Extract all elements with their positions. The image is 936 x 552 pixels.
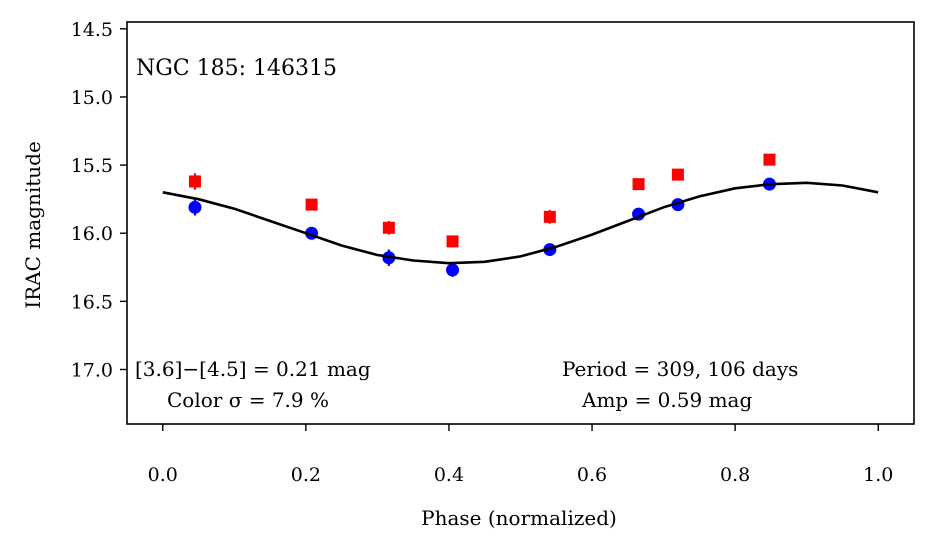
data-point-square bbox=[382, 221, 395, 234]
data-point-square bbox=[305, 198, 318, 211]
axes-frame bbox=[126, 21, 915, 425]
data-point-square bbox=[671, 168, 684, 181]
y-tick-label: 16.5 bbox=[71, 291, 113, 313]
x-axis-label: Phase (normalized) bbox=[421, 506, 617, 530]
amplitude-annotation: Amp = 0.59 mag bbox=[581, 388, 752, 412]
y-tick-label: 17.0 bbox=[71, 359, 113, 381]
y-tick-label: 15.5 bbox=[71, 155, 113, 177]
x-tick-label: 1.0 bbox=[863, 464, 893, 486]
color-annotation: [3.6]−[4.5] = 0.21 mag bbox=[135, 357, 371, 381]
data-point-circle bbox=[446, 263, 460, 277]
color-sigma-annotation: Color σ = 7.9 % bbox=[167, 388, 329, 412]
period-annotation: Period = 309, 106 days bbox=[562, 357, 798, 381]
data-point-square bbox=[543, 210, 556, 223]
data-point-circle bbox=[188, 200, 202, 214]
x-tick-label: 0.0 bbox=[148, 464, 178, 486]
y-tick-label: 14.5 bbox=[71, 19, 113, 41]
data-point-square bbox=[446, 235, 459, 248]
axis-ticks: 0.0 0.2 0.4 0.6 0.8 1.0 14.5 15.0 15.5 16.0 16.5 17… bbox=[71, 19, 894, 486]
x-tick-label: 0.6 bbox=[577, 464, 607, 486]
data-point-square bbox=[632, 178, 645, 191]
data-point-square bbox=[188, 175, 201, 188]
y-tick-label: 16.0 bbox=[71, 223, 113, 245]
data-point-square bbox=[763, 153, 776, 166]
x-tick-label: 0.4 bbox=[434, 464, 464, 486]
data-series-0 bbox=[188, 153, 776, 248]
x-tick-label: 0.2 bbox=[291, 464, 321, 486]
chart-title: NGC 185: 146315 bbox=[136, 56, 337, 81]
y-tick-label: 15.0 bbox=[71, 87, 113, 109]
data-series-1 bbox=[188, 177, 776, 277]
y-axis-label: IRAC magnitude bbox=[21, 141, 45, 309]
x-tick-label: 0.8 bbox=[720, 464, 750, 486]
model-fit-line bbox=[162, 181, 879, 265]
plot-area bbox=[162, 153, 879, 277]
